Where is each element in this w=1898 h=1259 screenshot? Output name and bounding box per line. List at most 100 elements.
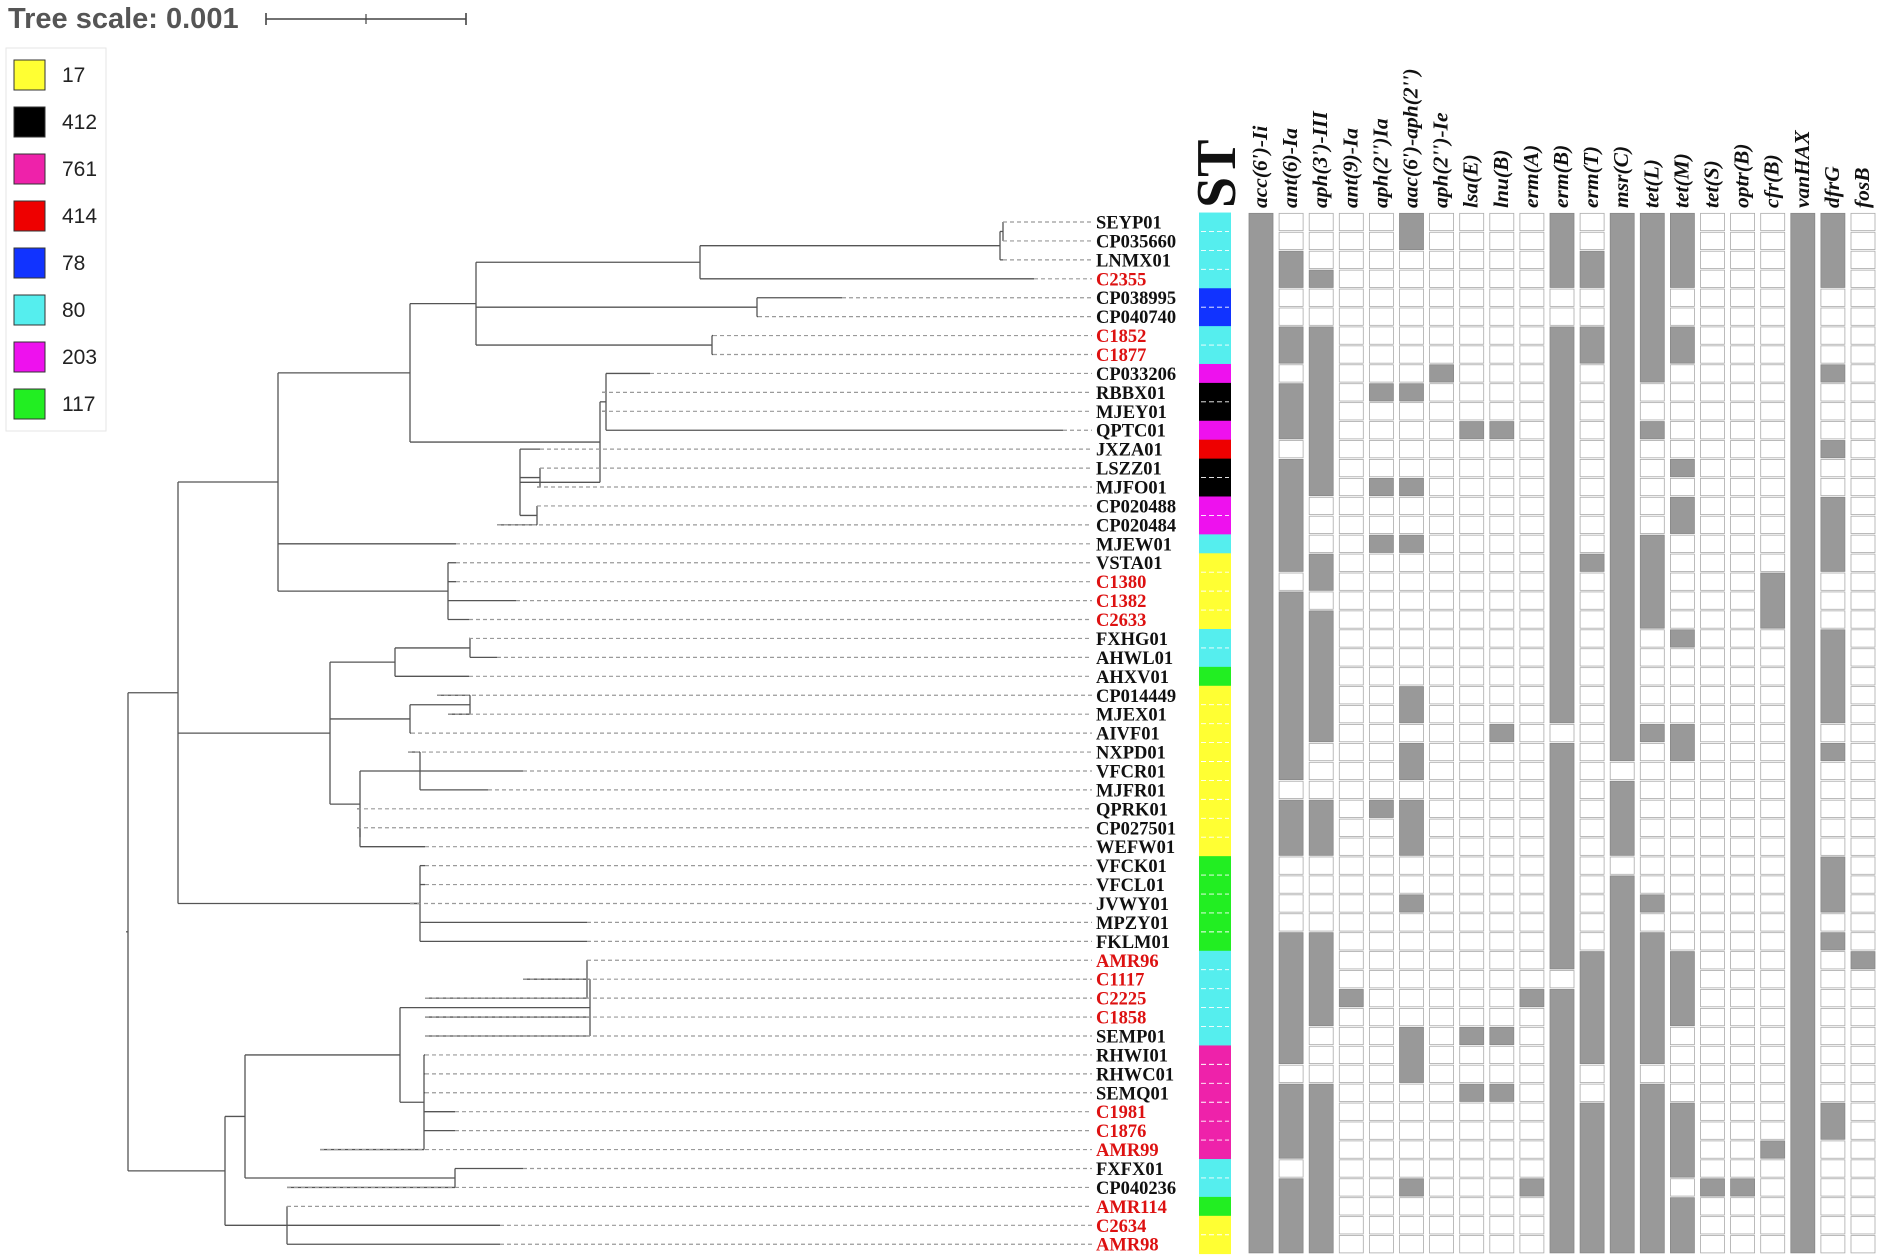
st-cell-cp020484 bbox=[1199, 515, 1231, 535]
st-cell-mjex01 bbox=[1199, 704, 1231, 725]
gene-absent-ant-9-ia bbox=[1338, 231, 1364, 250]
isolate-label-mjex01: MJEX01 bbox=[1096, 706, 1167, 726]
gene-absent-optr-b bbox=[1730, 1083, 1755, 1102]
gene-absent-tet-m bbox=[1670, 534, 1695, 553]
gene-absent-dfrg bbox=[1820, 459, 1846, 478]
gene-absent-lnu-b bbox=[1489, 705, 1515, 724]
gene-absent-optr-b bbox=[1730, 1026, 1755, 1046]
st-cell-c1852 bbox=[1199, 326, 1231, 346]
isolate-label-lszz01: LSZZ01 bbox=[1096, 460, 1162, 480]
gene-absent-erm-a bbox=[1519, 459, 1545, 478]
gene-absent-aph-2-ie bbox=[1429, 1083, 1454, 1102]
gene-absent-erm-a bbox=[1519, 818, 1545, 837]
gene-absent-cfr-b bbox=[1760, 515, 1786, 534]
gene-absent-aph-3-iii bbox=[1308, 496, 1334, 516]
gene-absent-aph-2-ia bbox=[1369, 1007, 1394, 1027]
isolate-label-lnmx01: LNMX01 bbox=[1096, 251, 1171, 271]
gene-absent-lsa-e bbox=[1459, 459, 1485, 478]
gene-absent-aph-2-ia bbox=[1369, 724, 1394, 743]
gene-absent-erm-a bbox=[1519, 837, 1545, 856]
gene-present-lnu-b bbox=[1489, 421, 1515, 440]
gene-absent-fosb bbox=[1850, 1083, 1876, 1102]
gene-absent-fosb bbox=[1850, 402, 1876, 421]
gene-absent-tet-s bbox=[1700, 1083, 1725, 1102]
gene-absent-dfrg bbox=[1820, 1064, 1846, 1083]
st-cell-rhwc01 bbox=[1199, 1064, 1231, 1084]
gene-absent-ant-6-ia bbox=[1278, 875, 1304, 894]
gene-absent-optr-b bbox=[1730, 250, 1755, 269]
st-cell-vfcl01 bbox=[1199, 875, 1231, 895]
gene-absent-lnu-b bbox=[1489, 837, 1515, 856]
gene-absent-aac-6-aph-2 bbox=[1399, 364, 1424, 383]
gene-absent-dfrg bbox=[1820, 724, 1846, 743]
gene-absent-lnu-b bbox=[1489, 345, 1515, 364]
gene-absent-ant-9-ia bbox=[1338, 1007, 1364, 1027]
gene-absent-aac-6-aph-2 bbox=[1399, 724, 1424, 743]
legend-swatch-st-414 bbox=[13, 200, 46, 232]
gene-absent-fosb bbox=[1850, 250, 1876, 269]
phylogenetic-tree bbox=[126, 222, 1063, 1245]
gene-absent-aac-6-aph-2 bbox=[1399, 1197, 1424, 1216]
st-cell-nxpd01 bbox=[1199, 742, 1231, 762]
gene-absent-aph-2-ia bbox=[1369, 1064, 1394, 1083]
gene-absent-dfrg bbox=[1820, 288, 1846, 307]
gene-absent-tet-l bbox=[1639, 686, 1665, 705]
gene-absent-fosb bbox=[1850, 1235, 1876, 1254]
gene-absent-aph-2-ia bbox=[1369, 515, 1394, 534]
gene-absent-aac-6-aph-2 bbox=[1399, 572, 1424, 591]
gene-absent-tet-s bbox=[1700, 591, 1725, 610]
gene-absent-lsa-e bbox=[1459, 364, 1485, 383]
gene-absent-lnu-b bbox=[1489, 326, 1515, 345]
gene-absent-ant-9-ia bbox=[1338, 269, 1364, 288]
st-cell-c1876 bbox=[1199, 1121, 1231, 1141]
gene-absent-aph-3-iii bbox=[1308, 742, 1334, 762]
gene-absent-fosb bbox=[1850, 761, 1876, 781]
gene-absent-aac-6-aph-2 bbox=[1399, 1235, 1424, 1254]
gene-absent-optr-b bbox=[1730, 686, 1755, 705]
gene-header-aph-2-ia: aph(2'')Ia bbox=[1368, 118, 1392, 208]
gene-absent-erm-t bbox=[1579, 761, 1605, 781]
gene-absent-optr-b bbox=[1730, 970, 1755, 989]
gene-absent-cfr-b bbox=[1760, 402, 1786, 421]
gene-absent-erm-a bbox=[1519, 1045, 1545, 1064]
gene-absent-erm-t bbox=[1579, 288, 1605, 307]
gene-absent-ant-9-ia bbox=[1338, 799, 1364, 818]
gene-absent-optr-b bbox=[1730, 459, 1755, 478]
gene-absent-cfr-b bbox=[1760, 667, 1786, 686]
gene-absent-dfrg bbox=[1820, 761, 1846, 781]
gene-absent-fosb bbox=[1850, 572, 1876, 591]
gene-absent-optr-b bbox=[1730, 1121, 1755, 1140]
gene-absent-lsa-e bbox=[1459, 383, 1485, 402]
gene-present-erm-a bbox=[1519, 989, 1545, 1008]
isolate-label-qptc01: QPTC01 bbox=[1096, 422, 1166, 442]
gene-absent-lnu-b bbox=[1489, 648, 1515, 667]
gene-absent-tet-m bbox=[1670, 648, 1695, 667]
gene-present-tet-l bbox=[1639, 1083, 1665, 1254]
gene-absent-erm-a bbox=[1519, 477, 1545, 497]
gene-absent-ant-9-ia bbox=[1338, 591, 1364, 610]
gene-absent-lsa-e bbox=[1459, 1216, 1485, 1235]
gene-absent-erm-a bbox=[1519, 307, 1545, 326]
gene-absent-fosb bbox=[1850, 1064, 1876, 1083]
gene-absent-fosb bbox=[1850, 818, 1876, 837]
gene-absent-fosb bbox=[1850, 1007, 1876, 1027]
gene-absent-cfr-b bbox=[1760, 705, 1786, 724]
gene-present-aac-6-aph-2 bbox=[1399, 686, 1424, 724]
gene-absent-lnu-b bbox=[1489, 212, 1515, 232]
gene-absent-aph-2-ia bbox=[1369, 591, 1394, 610]
gene-absent-erm-a bbox=[1519, 629, 1545, 648]
tree-scale-label: Tree scale: 0.001 bbox=[8, 3, 239, 35]
gene-absent-ant-9-ia bbox=[1338, 932, 1364, 951]
isolate-label-cp020488: CP020488 bbox=[1096, 497, 1176, 517]
gene-absent-lsa-e bbox=[1459, 989, 1485, 1008]
isolate-label-amr99: AMR99 bbox=[1096, 1141, 1159, 1161]
gene-absent-fosb bbox=[1850, 326, 1876, 345]
gene-absent-aph-2-ia bbox=[1369, 742, 1394, 762]
gene-header-dfrg: dfrG bbox=[1820, 166, 1844, 208]
gene-present-aac-6-aph-2 bbox=[1399, 894, 1424, 913]
gene-absent-ant-9-ia bbox=[1338, 534, 1364, 553]
gene-absent-erm-a bbox=[1519, 1235, 1545, 1254]
gene-present-aph-2-ie bbox=[1429, 364, 1454, 383]
gene-absent-lnu-b bbox=[1489, 1235, 1515, 1254]
gene-absent-ant-9-ia bbox=[1338, 1178, 1364, 1197]
